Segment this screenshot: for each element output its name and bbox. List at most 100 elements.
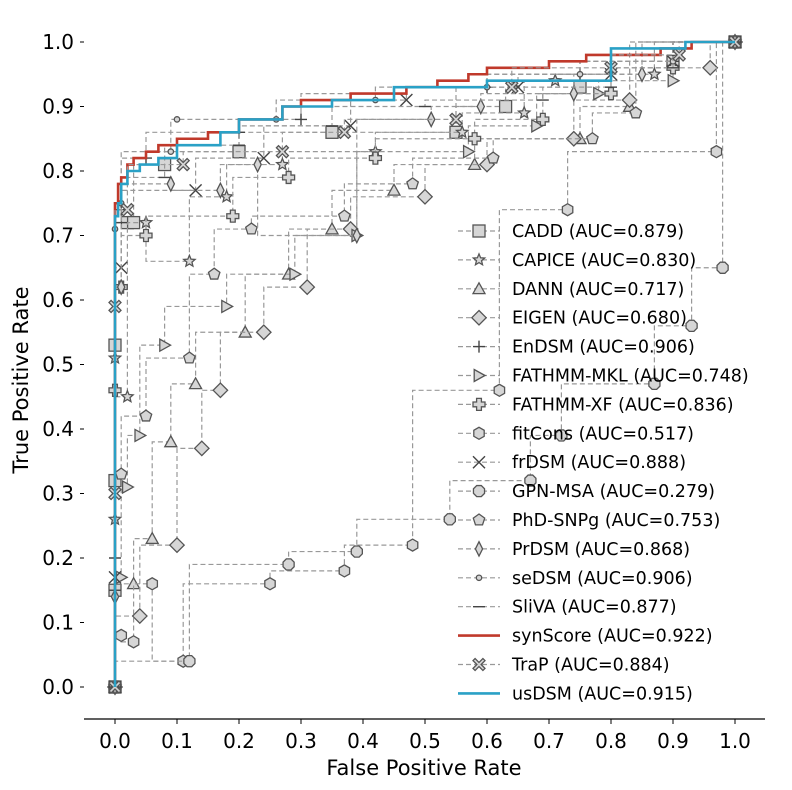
- series-line: [114, 41, 735, 687]
- triangle-right-marker: [531, 118, 544, 133]
- legend-entry: GPN-MSA (AUC=0.279): [458, 482, 715, 502]
- hexagon-marker: [146, 577, 159, 591]
- y-tick-label: 0.9: [42, 95, 74, 119]
- pentagon-marker: [486, 151, 500, 164]
- x-marker: [189, 183, 203, 197]
- thin-diamond-marker: [569, 84, 579, 103]
- x-axis-title: False Positive Rate: [326, 756, 521, 780]
- x-marker: [472, 455, 486, 469]
- hexagon-marker: [561, 202, 574, 217]
- x-tick-label: 0.1: [161, 729, 193, 753]
- series-frdsm: [108, 35, 742, 694]
- circle-marker: [167, 148, 175, 155]
- thin-diamond-marker: [116, 278, 126, 296]
- y-tick-label: 0.8: [42, 159, 74, 183]
- triangle-right-marker: [121, 479, 135, 495]
- x-tick-label: 1.0: [719, 729, 751, 753]
- x-tick-label: 0.0: [99, 729, 131, 753]
- cross-marker: [604, 86, 618, 101]
- series-line: [114, 41, 735, 687]
- x-tick-label: 0.5: [409, 729, 441, 753]
- y-axis-title: True Positive Rate: [9, 286, 33, 474]
- cross-marker: [139, 228, 153, 243]
- diamond-marker: [131, 607, 148, 625]
- x-tick-label: 0.9: [657, 729, 689, 753]
- x-tick-label: 0.4: [347, 729, 379, 753]
- pentagon-marker: [207, 267, 221, 280]
- octagon-marker: [443, 513, 456, 526]
- series-line: [114, 41, 735, 687]
- cross-marker: [536, 112, 550, 127]
- y-tick-label: 0.1: [42, 611, 74, 635]
- x-filled-marker: [337, 125, 352, 140]
- legend-entry: TraP (AUC=0.884): [458, 656, 670, 676]
- legend-label: FATHMM-XF (AUC=0.836): [512, 395, 734, 415]
- y-tick-label: 0.6: [42, 288, 74, 312]
- legend-entry: synScore (AUC=0.922): [458, 627, 713, 647]
- diamond-marker: [212, 382, 229, 399]
- legend-label: EnDSM (AUC=0.906): [512, 338, 695, 358]
- x-tick-label: 0.3: [285, 729, 317, 753]
- pentagon-marker: [585, 131, 599, 145]
- star-marker: [647, 66, 662, 81]
- hexagon-marker: [115, 628, 128, 643]
- diamond-marker: [565, 130, 582, 147]
- y-tick-label: 0.7: [42, 224, 74, 248]
- x-tick-label: 0.8: [595, 729, 627, 753]
- series-line: [114, 41, 735, 687]
- series-sedsm: [111, 38, 739, 691]
- circle-marker: [475, 574, 483, 582]
- series-capice: [107, 34, 743, 694]
- thin-diamond-marker: [253, 155, 262, 174]
- series-cadd: [108, 35, 742, 694]
- octagon-marker: [282, 558, 295, 571]
- series-trap: [108, 35, 742, 694]
- plus-marker: [473, 340, 485, 353]
- x-filled-marker: [672, 47, 687, 62]
- y-tick-label: 0.2: [42, 546, 74, 570]
- legend-label: fitCons (AUC=0.517): [512, 424, 694, 444]
- diamond-marker: [621, 91, 638, 109]
- series-phd-snpg: [108, 35, 742, 693]
- cross-marker: [368, 151, 383, 165]
- y-tick-label: 0.5: [42, 353, 74, 377]
- triangle-marker: [386, 183, 402, 196]
- legend-label: EIGEN (AUC=0.680): [512, 309, 687, 329]
- star-marker: [471, 252, 487, 267]
- legend-entry: SliVA (AUC=0.877): [458, 598, 677, 618]
- hexagon-marker: [127, 635, 140, 649]
- series-fitcons: [109, 35, 741, 694]
- series-endsm: [109, 36, 741, 693]
- legend-entry: PrDSM (AUC=0.868): [458, 540, 690, 560]
- legend-label: DANN (AUC=0.717): [512, 280, 684, 300]
- triangle-right-marker: [159, 338, 172, 353]
- y-tick-label: 0.0: [42, 675, 74, 699]
- triangle-right-marker: [134, 428, 148, 443]
- thin-diamond-marker: [216, 181, 225, 200]
- hexagon-marker: [406, 538, 419, 552]
- legend-label: PhD-SNPg (AUC=0.753): [512, 511, 720, 531]
- thin-diamond-marker: [352, 226, 362, 245]
- octagon-marker: [350, 545, 363, 558]
- circle-marker: [576, 70, 584, 78]
- thin-diamond-marker: [637, 65, 647, 83]
- triangle-right-marker: [462, 144, 476, 159]
- thin-diamond-marker: [474, 540, 484, 558]
- pentagon-marker: [406, 177, 420, 190]
- star-marker: [516, 105, 532, 120]
- pentagon-marker: [629, 106, 643, 119]
- x-filled-marker: [120, 202, 135, 217]
- legend-entry: usDSM (AUC=0.915): [458, 684, 693, 704]
- legend-entry: CADD (AUC=0.879): [458, 222, 684, 242]
- diamond-marker: [193, 440, 210, 457]
- legend: CADD (AUC=0.879) CAPICE (AUC=0.830) DANN (…: [458, 222, 749, 704]
- legend-label: frDSM (AUC=0.888): [512, 453, 686, 473]
- triangle-right-marker: [115, 570, 129, 585]
- axes: 0.0 0.1 0.2 0.3 0.4 0.5 0.6 0.7 0.8 0.9 1.0 0.0 0.1 0…: [42, 30, 765, 753]
- triangle-marker: [471, 281, 487, 295]
- hexagon-marker: [710, 144, 723, 159]
- x-marker: [399, 93, 413, 107]
- hexagon-marker: [338, 564, 351, 578]
- diamond-marker: [470, 309, 488, 326]
